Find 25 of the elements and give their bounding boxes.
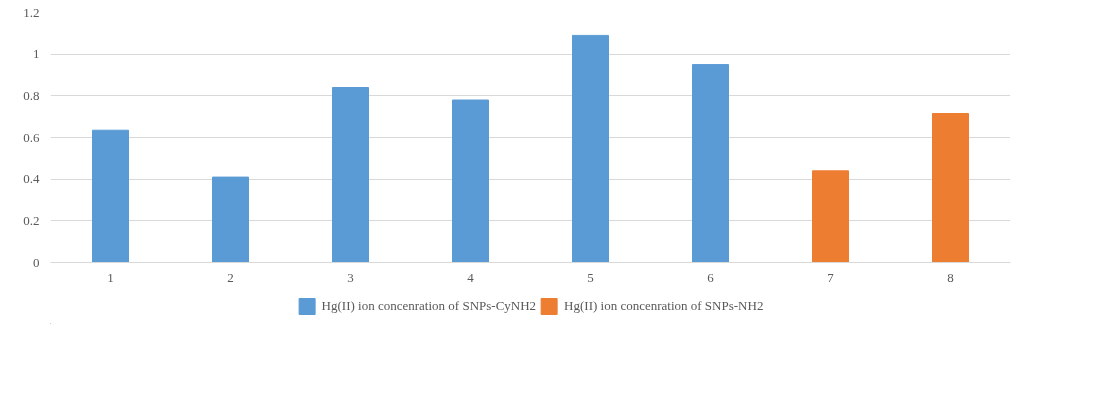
y-tick-label: 0.6 (23, 129, 40, 145)
x-tick-label: 7 (827, 269, 835, 285)
bar (92, 129, 129, 263)
y-tick-label: 1 (33, 46, 40, 62)
legend-label: Hg(II) ion concenration of SNPs-CyNH2 (321, 298, 537, 314)
y-tick-label: 0 (33, 254, 40, 270)
x-tick-label: 3 (347, 269, 354, 285)
x-tick-label: 1 (107, 269, 114, 285)
y-tick-label: 0.2 (23, 212, 40, 228)
bar (212, 176, 249, 263)
legend-label: Hg(II) ion concenration of SNPs-NH2 (564, 298, 764, 314)
x-tick-label: 4 (467, 269, 475, 285)
x-tick-label: 5 (587, 269, 594, 285)
bar (692, 64, 729, 263)
x-tick-label: 6 (707, 269, 715, 285)
y-tick-label: 1.2 (23, 4, 40, 20)
bar (332, 87, 369, 263)
x-tick-label: 8 (947, 269, 954, 285)
x-tick-label: 2 (227, 269, 234, 285)
y-tick-label: 0.8 (23, 87, 40, 103)
bar (812, 170, 849, 263)
y-tick-label: 0.4 (23, 171, 40, 187)
bar (932, 113, 969, 263)
bar (572, 34, 609, 263)
bar (452, 99, 489, 263)
